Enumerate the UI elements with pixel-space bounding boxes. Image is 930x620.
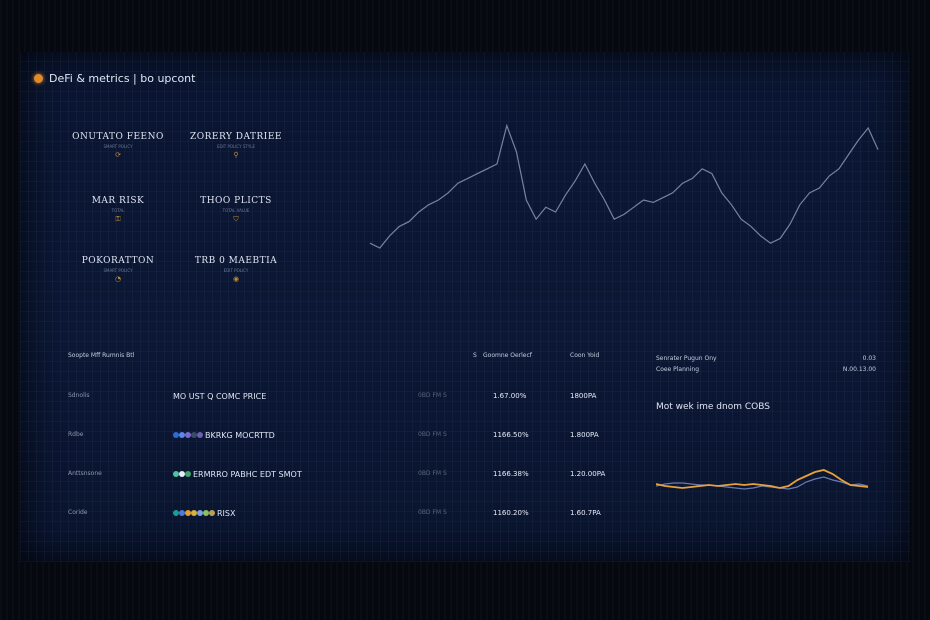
- token-dots: [173, 509, 215, 518]
- metric-card[interactable]: THOO PLICTS TOTAL VALUE ⛉: [186, 196, 286, 232]
- metric-card-title: MAR RISK: [91, 196, 145, 206]
- row-asset-label: MO UST Q COMC PRICE: [173, 392, 267, 401]
- metric-card-title: TRB 0 MAEBTIA: [194, 256, 278, 266]
- refresh-icon: ⟳: [115, 151, 121, 159]
- metric-card-title: ONUTATO FEENO: [72, 132, 164, 142]
- token-icon: [191, 432, 197, 438]
- token-dots: [173, 431, 203, 440]
- side-stat-value: N.00.13.00: [842, 366, 876, 373]
- side-stat-label: Senrater Pugun Ony: [656, 355, 717, 362]
- shield-icon: ⛉: [233, 215, 239, 223]
- token-icon: [173, 432, 179, 438]
- table-header-apy: Coon Yoid: [570, 352, 600, 359]
- token-icon: [209, 510, 215, 516]
- metric-card-title: POKORATTON: [81, 256, 155, 266]
- mini-chart-line-orange: [656, 469, 868, 489]
- mini-chart-title: Mot wek ime dnom COBS: [656, 402, 770, 412]
- row-volume: 0BD FM S: [418, 509, 447, 516]
- token-icon: [203, 510, 209, 516]
- metric-card-subtitle: EDIT POLICY STYLE: [216, 144, 256, 149]
- row-change: 1166.50%: [493, 431, 529, 439]
- metric-card-subtitle: SMART POLICY: [103, 268, 133, 273]
- token-icon: [185, 510, 191, 516]
- row-volume: 0BD FM S: [418, 470, 447, 477]
- mini-chart-line-blue: [656, 476, 868, 490]
- token-icon: [191, 510, 197, 516]
- row-change: 1.67.00%: [493, 392, 527, 400]
- row-name: Rdbe: [68, 431, 84, 438]
- token-icon: [197, 432, 203, 438]
- row-asset: RISX: [173, 509, 235, 518]
- page-title: DeFi & metrics | bo upcont: [49, 72, 196, 85]
- row-asset: ERMRRO PABHC EDT SMOT: [173, 470, 302, 479]
- row-name: Sdnolis: [68, 392, 90, 399]
- row-volume: 0BD FM S: [418, 431, 447, 438]
- row-apy: 1.60.7PA: [570, 509, 601, 517]
- token-dots: [173, 470, 191, 479]
- side-stat: Coee Planning N.00.13.00: [656, 366, 876, 376]
- row-apy: 1.20.00PA: [570, 470, 606, 478]
- row-name: Coride: [68, 509, 88, 516]
- metric-card-subtitle: TOTAL VALUE: [222, 208, 250, 213]
- metric-card-subtitle: SMART POLICY: [103, 144, 133, 149]
- side-stat-label: Coee Planning: [656, 366, 699, 373]
- row-asset: MO UST Q COMC PRICE: [173, 392, 266, 401]
- metric-card-subtitle: EDIT POLICY: [223, 268, 249, 273]
- table-row[interactable]: Rdbe BKRKG MOCRTTD 0BD FM S 1166.50% 1.8…: [68, 431, 628, 445]
- chart-icon: ◔: [114, 275, 122, 283]
- metric-card[interactable]: TRB 0 MAEBTIA EDIT POLICY ◉: [186, 256, 286, 292]
- side-stat-value: 0.03: [862, 355, 876, 362]
- metric-card[interactable]: MAR RISK TOTAL ⚿: [68, 196, 168, 232]
- lock-icon: ⚿: [115, 215, 121, 223]
- metric-card[interactable]: ZORERY DATRIEE EDIT POLICY STYLE ⚲: [186, 132, 286, 168]
- token-icon: [179, 510, 185, 516]
- row-volume: 0BD FM S: [418, 392, 447, 399]
- coin-icon: ◉: [232, 275, 240, 283]
- row-apy: 1800PA: [570, 392, 597, 400]
- token-icon: [179, 471, 185, 477]
- dashboard-header: DeFi & metrics | bo upcont: [34, 72, 195, 85]
- token-icon: [185, 432, 191, 438]
- metric-card-subtitle: TOTAL: [111, 208, 125, 213]
- token-icon: [173, 510, 179, 516]
- main-chart-line: [369, 123, 879, 249]
- metric-card[interactable]: ONUTATO FEENO SMART POLICY ⟳: [68, 132, 168, 168]
- link-icon: ⚲: [233, 151, 239, 159]
- side-stat: Senrater Pugun Ony 0.03: [656, 355, 876, 365]
- token-icon: [179, 432, 185, 438]
- row-change: 1166.38%: [493, 470, 529, 478]
- main-line-chart: [369, 123, 879, 249]
- table-row[interactable]: Coride RISX 0BD FM S 1160.20% 1.60.7PA: [68, 509, 628, 523]
- token-icon: [185, 471, 191, 477]
- dashboard-panel: DeFi & metrics | bo upcont ONUTATO FEENO…: [20, 52, 910, 562]
- table-header-change: Goomne Oerlecf: [483, 352, 532, 359]
- row-apy: 1.800PA: [570, 431, 599, 439]
- mini-line-chart: [656, 469, 868, 490]
- token-icon: [197, 510, 203, 516]
- metric-card[interactable]: POKORATTON SMART POLICY ◔: [68, 256, 168, 292]
- row-asset: BKRKG MOCRTTD: [173, 431, 275, 440]
- table-header-asset: Soopte Mff Rumnis Btl: [68, 352, 135, 359]
- logo-icon: [34, 74, 43, 83]
- row-change: 1160.20%: [493, 509, 529, 517]
- row-name: Anttsnsone: [68, 470, 102, 477]
- metric-card-title: ZORERY DATRIEE: [190, 132, 282, 142]
- row-asset-label: RISX: [217, 509, 236, 518]
- metric-card-title: THOO PLICTS: [200, 196, 272, 206]
- table-header-volume: S: [473, 352, 477, 359]
- row-asset-label: BKRKG MOCRTTD: [205, 431, 275, 440]
- token-icon: [173, 471, 179, 477]
- table-row[interactable]: Anttsnsone ERMRRO PABHC EDT SMOT 0BD FM …: [68, 470, 628, 484]
- table-row[interactable]: Sdnolis MO UST Q COMC PRICE 0BD FM S 1.6…: [68, 392, 628, 406]
- row-asset-label: ERMRRO PABHC EDT SMOT: [193, 470, 302, 479]
